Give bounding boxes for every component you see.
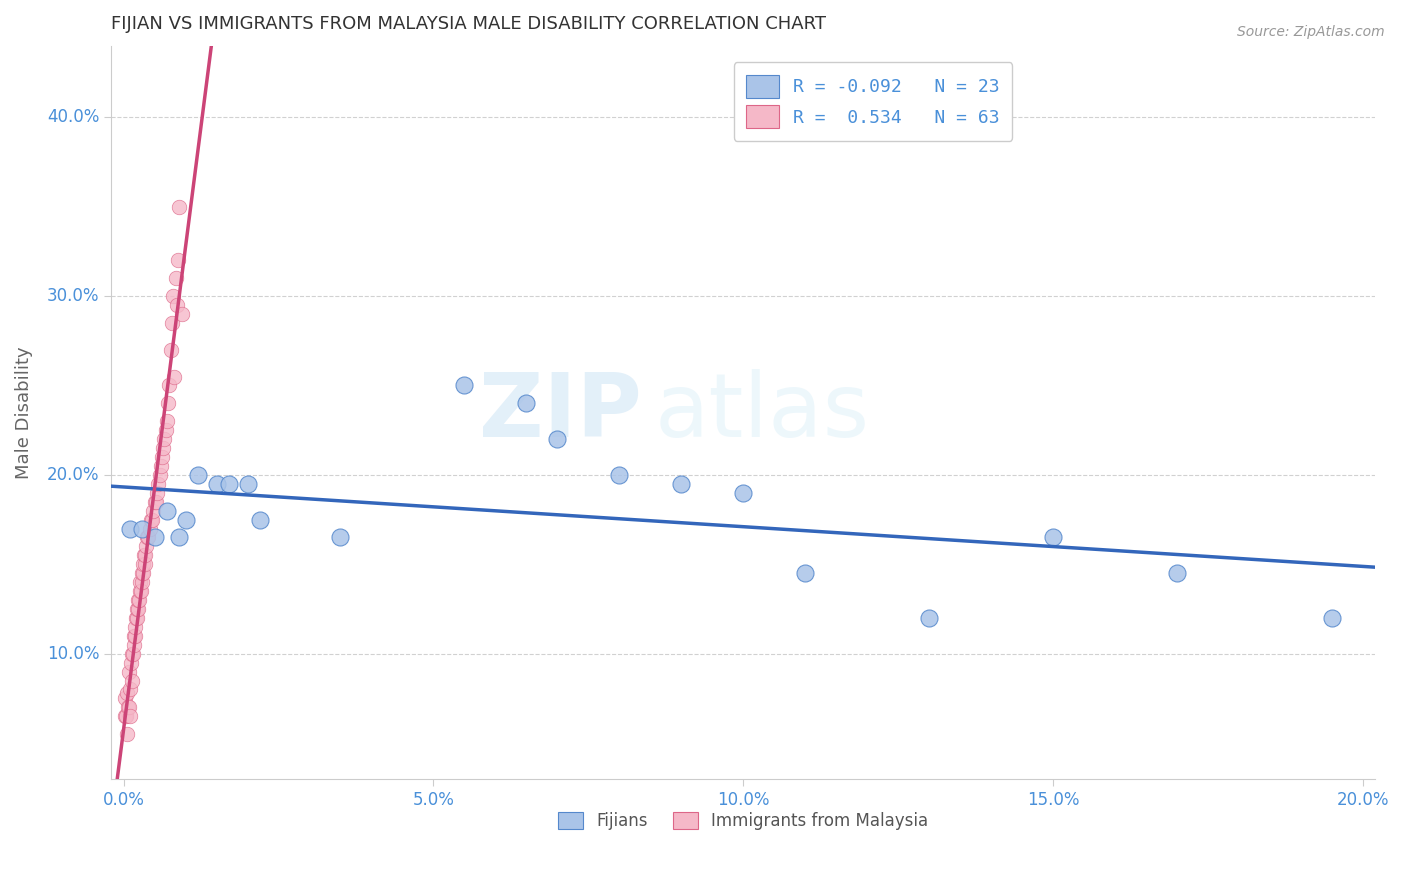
Point <box>515 396 537 410</box>
Point <box>453 378 475 392</box>
Point <box>132 566 155 581</box>
Point <box>163 369 186 384</box>
Point <box>169 200 191 214</box>
Point <box>143 531 166 545</box>
Point <box>249 513 271 527</box>
Point <box>131 522 153 536</box>
Point <box>329 531 352 545</box>
Point <box>156 414 179 428</box>
Point <box>117 700 139 714</box>
Point <box>118 709 141 723</box>
Point <box>167 253 190 268</box>
Point <box>122 647 145 661</box>
Point <box>128 584 150 599</box>
Point <box>125 611 148 625</box>
Point <box>159 378 181 392</box>
Point <box>114 709 136 723</box>
Point <box>162 289 184 303</box>
Point <box>136 531 159 545</box>
Point <box>120 656 142 670</box>
Point <box>127 602 149 616</box>
Text: atlas: atlas <box>655 368 870 456</box>
Point <box>145 494 167 508</box>
Point <box>117 665 139 679</box>
Point <box>131 566 153 581</box>
Point <box>671 476 693 491</box>
Point <box>546 432 568 446</box>
Point <box>1320 611 1343 625</box>
Point <box>129 584 152 599</box>
Point <box>160 316 183 330</box>
Point <box>127 602 149 616</box>
Point <box>159 343 181 357</box>
Point <box>131 575 153 590</box>
Point <box>121 673 143 688</box>
Point <box>141 513 163 527</box>
Point <box>609 467 631 482</box>
Point <box>138 522 160 536</box>
Point <box>122 638 145 652</box>
Point <box>128 593 150 607</box>
Point <box>187 467 209 482</box>
Point <box>132 558 155 572</box>
Point <box>125 611 148 625</box>
Point <box>118 700 141 714</box>
Point <box>152 441 174 455</box>
Point <box>166 298 188 312</box>
Point <box>169 531 191 545</box>
Point <box>134 549 156 563</box>
Point <box>153 432 176 446</box>
Point <box>135 540 157 554</box>
Point <box>117 727 139 741</box>
Point <box>146 485 169 500</box>
Point <box>918 611 941 625</box>
Point <box>205 476 228 491</box>
Point <box>733 485 755 500</box>
Point <box>236 476 259 491</box>
Text: Source: ZipAtlas.com: Source: ZipAtlas.com <box>1237 25 1385 39</box>
Point <box>1042 531 1064 545</box>
Point <box>148 476 170 491</box>
Point <box>139 513 162 527</box>
Point <box>172 307 194 321</box>
Point <box>143 494 166 508</box>
Point <box>118 522 141 536</box>
Point <box>148 467 170 482</box>
Point <box>114 691 136 706</box>
Text: FIJIAN VS IMMIGRANTS FROM MALAYSIA MALE DISABILITY CORRELATION CHART: FIJIAN VS IMMIGRANTS FROM MALAYSIA MALE … <box>111 15 827 33</box>
Point <box>149 458 172 473</box>
Text: ZIP: ZIP <box>479 368 643 456</box>
Point <box>127 593 149 607</box>
Point <box>794 566 817 581</box>
Point <box>150 450 173 464</box>
Point <box>115 686 138 700</box>
Point <box>1166 566 1188 581</box>
Point <box>120 682 142 697</box>
Point <box>129 575 152 590</box>
Point <box>165 271 187 285</box>
Point <box>115 709 138 723</box>
Point <box>174 513 197 527</box>
Point <box>134 558 156 572</box>
Point <box>156 503 179 517</box>
Y-axis label: Male Disability: Male Disability <box>15 346 32 479</box>
Point <box>218 476 240 491</box>
Point <box>121 647 143 661</box>
Point <box>132 549 155 563</box>
Point <box>122 629 145 643</box>
Point <box>124 629 146 643</box>
Point <box>124 620 146 634</box>
Legend: Fijians, Immigrants from Malaysia: Fijians, Immigrants from Malaysia <box>551 805 935 837</box>
Point <box>142 503 165 517</box>
Point <box>138 531 160 545</box>
Point <box>157 396 180 410</box>
Point <box>155 423 177 437</box>
